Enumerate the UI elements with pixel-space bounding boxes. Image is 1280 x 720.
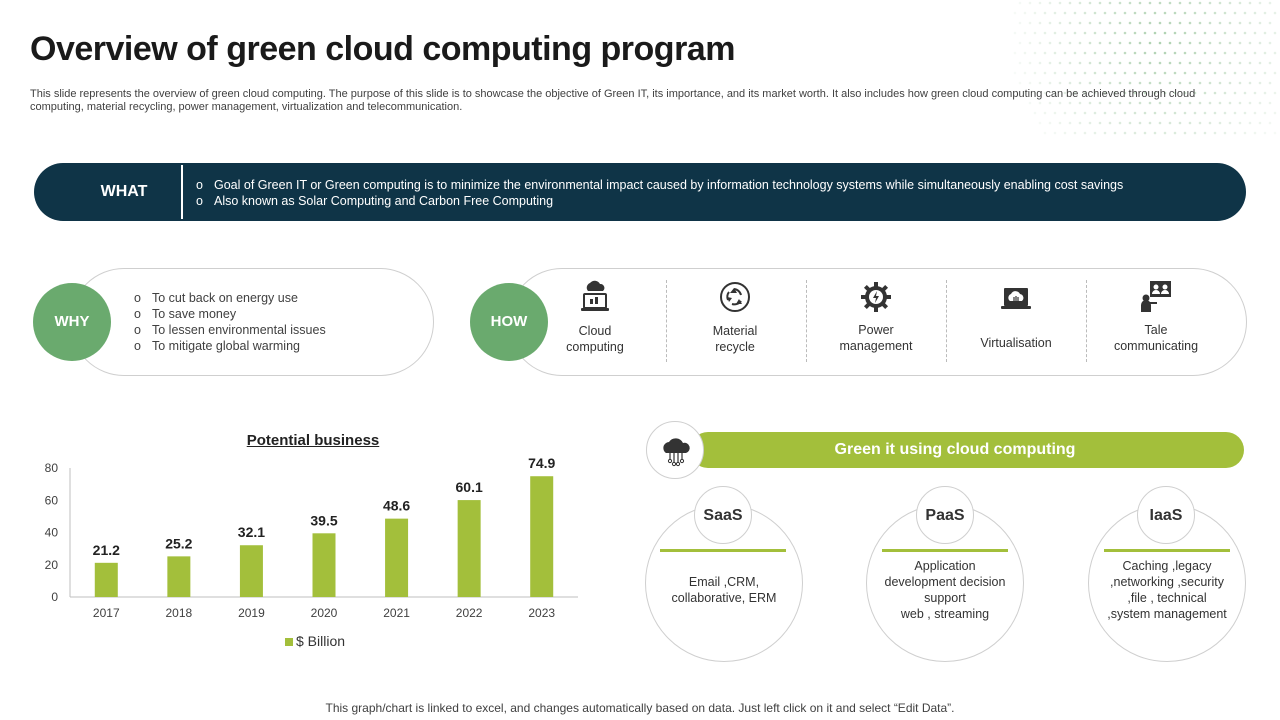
cloud-laptop-icon [581,280,609,311]
how-item-tale-communicating: Tale communicating [1086,280,1226,362]
what-label: WHAT [100,183,148,200]
how-item-power-management: Power management [806,280,946,362]
bar [239,545,263,597]
saas-heading: SaaS [694,486,752,544]
how-item-label: Tale [1144,323,1168,337]
cloud-network-badge [646,421,704,479]
service-text-line: support [924,591,966,605]
virtual-cloud-laptop-icon [1001,288,1031,309]
legend-swatch [285,638,293,646]
power-gear-icon [861,282,891,312]
data-label: 60.1 [456,479,483,495]
what-banner: WHAT Goal of Green IT or Green computing… [34,163,1246,221]
service-text-line: development decision [884,575,1006,589]
page-title: Overview of green cloud computing progra… [30,30,735,68]
bar [167,556,191,597]
why-item: To save money [134,306,326,322]
green-it-title: Green it using cloud computing [834,441,1076,458]
x-tick-label: 2023 [528,606,555,620]
x-tick-label: 2020 [311,606,338,620]
what-item: Also known as Solar Computing and Carbon… [196,193,1123,209]
how-item-label: Virtualisation [980,336,1052,350]
how-separator [666,280,667,362]
decorative-dot-pattern [1013,1,1277,135]
y-tick-label: 20 [45,558,59,572]
iaas-heading: IaaS [1137,486,1195,544]
how-item-material-recycle: Material recycle [665,280,805,362]
y-tick-label: 60 [45,493,59,507]
y-tick-label: 0 [51,590,58,604]
service-text-line: Caching ,legacy [1122,559,1212,573]
paas-heading: PaaS [916,486,974,544]
green-it-banner [690,432,1244,468]
why-item: To mitigate global warming [134,338,326,354]
how-item-cloud-computing: Cloud computing [525,280,665,362]
telecom-presenter-icon [1141,281,1171,312]
x-tick-label: 2022 [456,606,483,620]
cloud-network-icon [663,438,690,467]
paas-divider [882,549,1008,552]
data-label: 48.6 [383,498,410,514]
service-text-line: Email ,CRM, [688,575,760,589]
x-tick-label: 2017 [93,606,120,620]
iaas-divider [1104,549,1230,552]
how-item-label: recycle [715,340,755,354]
bar [530,476,554,597]
how-badge: HOW [470,283,548,361]
how-item-virtualisation: Virtualisation [946,280,1086,362]
how-separator [946,280,947,362]
y-tick-label: 40 [45,526,59,540]
why-item: To cut back on energy use [134,290,326,306]
chart-title: Potential business [246,432,380,449]
how-item-label: Material [712,324,758,338]
bar [385,518,409,597]
x-tick-label: 2019 [238,606,265,620]
bar [457,500,481,597]
service-text-line: web , streaming [900,607,990,621]
how-item-label: Cloud [578,324,612,338]
service-text-line: Application [914,559,976,573]
why-badge: WHY [33,283,111,361]
paas-description: Application development decision support… [870,558,1020,622]
footer-note: This graph/chart is linked to excel, and… [325,701,955,715]
how-item-label: Power [858,323,894,337]
how-separator [806,280,807,362]
x-tick-label: 2021 [383,606,410,620]
bar [94,562,118,597]
data-label: 21.2 [93,542,120,558]
bar-chart[interactable]: 0 20 40 60 80 21.2 2017 25.2 2018 32.1 2019 39.5 202… [30,450,590,630]
recycle-icon [720,282,750,312]
what-divider [181,165,183,219]
data-label: 74.9 [528,455,555,471]
saas-description: Email ,CRM, collaborative, ERM [649,574,799,606]
how-item-label: management [839,339,913,353]
service-text-line: ,file , technical [1127,591,1207,605]
how-separator [1086,280,1087,362]
chart-legend: $ Billion [285,633,345,649]
service-text-line: collaborative, ERM [671,591,777,605]
x-tick-label: 2018 [166,606,193,620]
page-subtitle: This slide represents the overview of gr… [30,88,1196,113]
legend-label: $ Billion [296,633,346,649]
data-label: 25.2 [165,535,192,551]
service-text-line: ,system management [1107,607,1227,621]
why-item: To lessen environmental issues [134,322,326,338]
what-list: Goal of Green IT or Green computing is t… [196,177,1123,209]
what-item: Goal of Green IT or Green computing is t… [196,177,1123,193]
why-list: To cut back on energy use To save money … [134,290,326,354]
bar [312,533,336,597]
service-text-line: ,networking ,security [1110,575,1224,589]
data-label: 39.5 [310,512,337,528]
how-item-label: computing [566,340,624,354]
y-tick-label: 80 [45,461,59,475]
data-label: 32.1 [238,524,265,540]
saas-divider [660,549,786,552]
how-item-label: communicating [1113,339,1199,353]
iaas-description: Caching ,legacy ,networking ,security ,f… [1092,558,1242,622]
